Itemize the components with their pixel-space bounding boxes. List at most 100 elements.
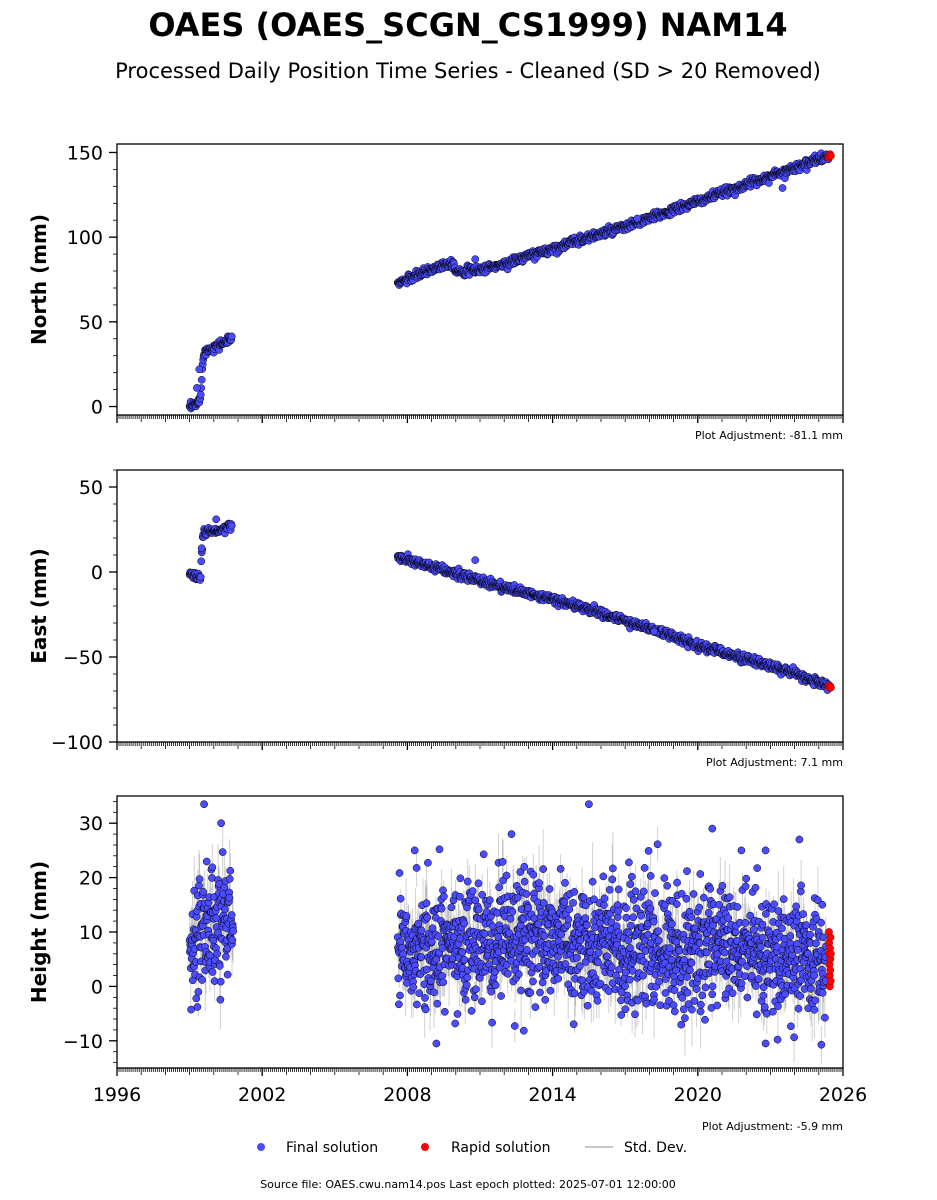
y-tick-label: 0 [91,397,103,419]
final-point [467,1007,476,1015]
final-point [216,977,225,986]
final-point [197,557,206,566]
final-point [451,1019,460,1028]
final-point [422,965,431,974]
rapid-point [827,152,835,160]
final-point [216,995,225,1004]
plot-adjustment: Plot Adjustment: 7.1 mm [706,756,843,769]
final-point [458,948,467,957]
final-point [195,881,203,890]
final-point [424,858,432,867]
final-point [421,994,429,1002]
final-solution-points [185,149,833,413]
final-point [196,573,205,581]
final-point [193,1003,202,1011]
y-axis-ticks: −100 −50 0 50 [51,469,117,754]
final-point [198,976,206,984]
final-point [439,978,448,987]
north-panel: 0 50 100 150 North (mm) Plot Adjustment: -81.… [27,142,844,442]
rapid-solution-points [824,150,835,162]
final-point [421,1005,430,1014]
final-point [402,912,411,920]
final-point [195,875,204,883]
y-axis-label: North (mm) [27,214,51,345]
final-point [453,1010,462,1018]
final-point [221,905,229,914]
final-point [430,988,438,997]
final-point [212,515,221,524]
final-point [438,944,447,952]
final-point [460,919,469,928]
y-tick-label: −50 [63,647,103,669]
final-point [463,973,472,982]
final-point [440,892,448,901]
final-point [222,952,230,961]
final-point [212,914,221,922]
plot-adjustment: Plot Adjustment: -81.1 mm [695,429,843,442]
final-point [468,887,477,895]
final-point [394,974,403,983]
final-point [227,332,236,341]
final-point [456,874,465,883]
east-panel: −100 −50 0 50 East (mm) Plot Adjustment: 7.1 … [27,469,844,769]
final-point [227,521,236,530]
final-point [417,953,426,961]
final-point [199,887,208,896]
x-axis-ticks [116,415,844,423]
chart-subtitle: Processed Daily Position Time Series - C… [115,59,821,83]
final-point [423,913,432,922]
final-point [197,375,206,384]
final-point [422,899,431,908]
final-point [197,544,206,553]
final-point [396,894,405,903]
final-point [228,936,237,944]
final-point [223,944,232,953]
plot-area [185,149,835,413]
final-point [433,999,442,1008]
final-point [395,1000,403,1009]
final-point [213,949,222,958]
height-panel: 1996 2002 2008 2014 2020 2026−100102030Height… [27,795,867,1133]
final-point [428,924,437,933]
y-axis-ticks: 0 50 100 150 [67,142,117,419]
final-point [633,214,642,223]
final-point [778,184,787,192]
final-point [412,864,421,872]
stddev-bars [189,519,829,693]
plot-area [185,800,835,1064]
final-point [223,970,232,979]
x-axis-ticks [116,742,844,750]
y-tick-label: 0 [91,562,103,584]
final-point [426,976,435,985]
final-point [447,903,456,912]
final-point [434,932,443,941]
final-point [195,365,204,374]
final-point [471,556,480,564]
final-point [413,1000,421,1009]
final-point [471,255,480,264]
final-point [409,983,418,992]
final-point [226,866,235,875]
final-point [435,845,444,854]
final-point [229,927,238,935]
final-point [225,875,234,883]
final-point [208,863,217,872]
final-point [460,955,469,964]
rapid-point [827,683,835,692]
rapid-solution-points [824,682,835,692]
final-point [440,1007,449,1016]
final-point [227,911,236,919]
y-tick-label: 100 [67,227,103,249]
final-solution-points [185,515,833,694]
final-point [417,926,426,935]
plot-area [185,515,835,694]
final-point [456,892,464,901]
plot-frame [116,469,844,743]
final-point [398,943,406,952]
final-point [218,848,227,856]
final-point [192,994,201,1003]
final-point [650,627,659,636]
final-point [463,877,472,886]
y-tick-label: 50 [79,477,103,499]
final-point [395,869,404,877]
